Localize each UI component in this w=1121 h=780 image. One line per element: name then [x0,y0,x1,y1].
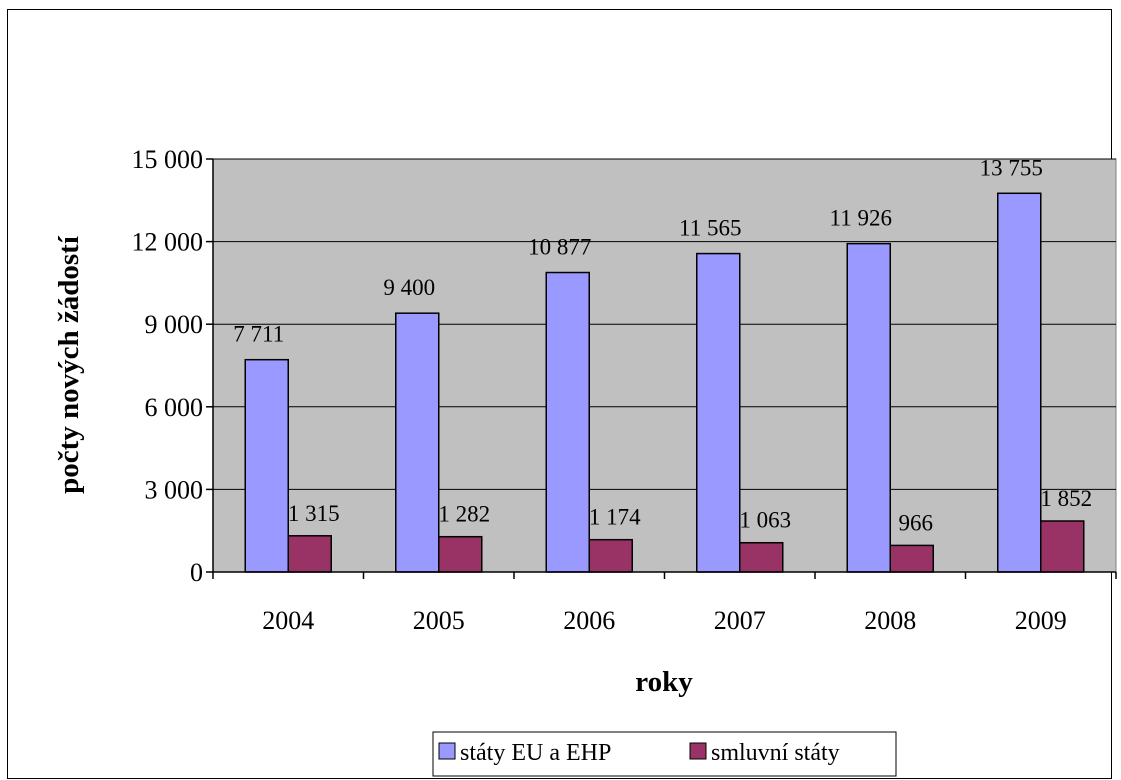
data-label: 11 565 [679,216,741,241]
bar-smluvni-2009 [1040,520,1085,573]
y-tick-label: 9 000 [145,310,204,339]
gridlines [213,158,1116,490]
data-label: 10 877 [528,235,591,260]
legend-box [432,731,897,777]
data-label: 966 [899,510,934,535]
plot-area [212,158,1117,573]
data-label: 7 711 [233,322,284,347]
x-tick-label: 2008 [864,606,916,635]
x-tick-label: 2006 [563,606,615,635]
bar-eu-ehp-2004 [244,358,289,573]
legend-swatch-smluvni [689,742,707,760]
data-label: 1 282 [438,502,490,527]
y-axis-ticks: 0 3 000 6 000 9 000 12 000 15 000 [132,145,213,587]
bar-smluvni-2008 [889,544,934,573]
bar-eu-ehp-2008 [846,242,891,573]
x-tick-label: 2004 [262,606,314,635]
data-label: 9 400 [383,275,435,300]
y-tick-label: 12 000 [132,228,204,257]
data-label: 13 755 [980,155,1043,180]
bar-eu-ehp-2009 [997,192,1042,573]
x-tick-label: 2005 [413,606,465,635]
bar-eu-ehp-2007 [696,252,741,573]
bar-eu-ehp-2006 [545,271,590,573]
data-label: 1 063 [739,508,791,533]
bar-smluvni-2005 [438,535,483,573]
y-tick-label: 0 [190,558,203,587]
data-label: 1 852 [1040,486,1092,511]
x-tick-label: 2007 [714,606,766,635]
bars [244,192,1085,573]
x-axis-title: roky [635,666,693,698]
bar-smluvni-2007 [739,541,784,573]
data-labels: 7 711 1 315 9 400 1 282 10 877 1 174 11 565 1 0… [233,155,1092,535]
data-label: 1 174 [589,505,641,530]
y-axis-title: počty nových žádostí [53,235,85,494]
legend: státy EU a EHP smluvní státy [432,731,897,777]
y-tick-label: 15 000 [132,145,204,174]
y-tick-label: 6 000 [145,393,204,422]
legend-swatch-eu-ehp [438,742,456,760]
x-axis-ticks: 2004 2005 2006 2007 2008 2009 [212,572,1117,635]
legend-label-smluvni: smluvní státy [711,740,840,766]
x-tick-label: 2009 [1015,606,1067,635]
bar-smluvni-2006 [588,538,633,573]
data-label: 1 315 [288,501,340,526]
data-label: 11 926 [830,206,892,231]
bar-smluvni-2004 [287,535,332,573]
y-tick-label: 3 000 [145,475,204,504]
bar-eu-ehp-2005 [395,312,440,573]
legend-label-eu-ehp: státy EU a EHP [460,740,611,766]
